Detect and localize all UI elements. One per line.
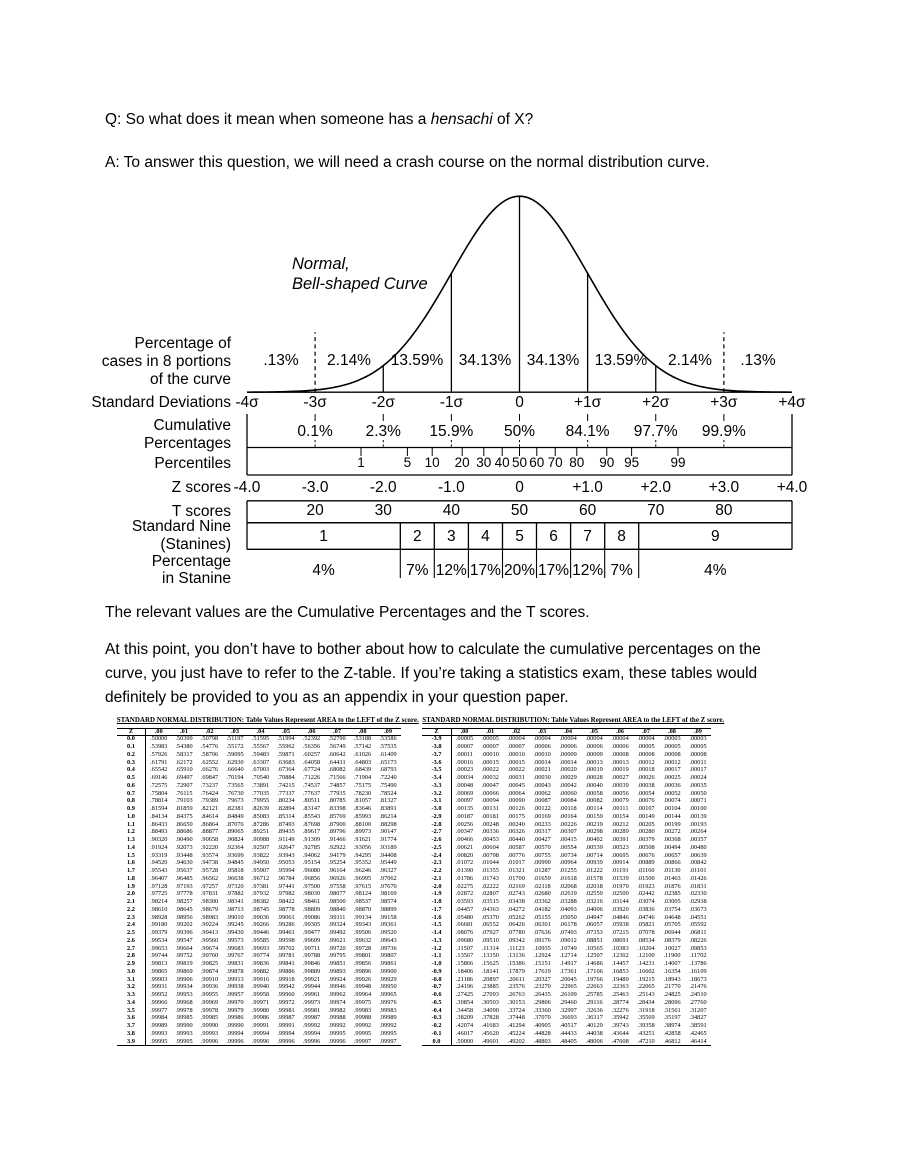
svg-text:-4σ: -4σ [235,394,259,411]
svg-text:7%: 7% [406,562,429,579]
svg-text:99.9%: 99.9% [702,423,746,440]
svg-text:Percentiles: Percentiles [154,455,231,472]
svg-text:Percentage of: Percentage of [134,335,231,352]
svg-text:in Stanine: in Stanine [162,570,231,587]
svg-text:4: 4 [481,528,490,545]
svg-text:9: 9 [711,528,720,545]
svg-text:8: 8 [617,528,626,545]
svg-text:Bell-shaped Curve: Bell-shaped Curve [292,275,428,293]
svg-text:20: 20 [455,455,470,470]
svg-text:Cumulative: Cumulative [153,417,231,434]
svg-text:20: 20 [306,502,324,519]
svg-text:.13%: .13% [263,352,299,369]
svg-text:-4.0: -4.0 [234,479,261,496]
svg-text:90: 90 [599,455,614,470]
svg-text:10: 10 [425,455,440,470]
svg-text:20%: 20% [504,562,535,579]
svg-text:Normal,: Normal, [292,255,350,273]
svg-text:-2σ: -2σ [372,394,396,411]
svg-text:13.59%: 13.59% [595,352,648,369]
svg-text:34.13%: 34.13% [459,352,512,369]
svg-text:+1.0: +1.0 [572,479,603,496]
svg-text:0: 0 [515,394,524,411]
svg-text:Standard Nine: Standard Nine [132,518,231,535]
svg-text:2.14%: 2.14% [668,352,712,369]
svg-text:-2.0: -2.0 [370,479,397,496]
svg-text:5: 5 [404,455,412,470]
svg-text:+1σ: +1σ [574,394,602,411]
svg-text:cases in 8 portions: cases in 8 portions [102,353,231,370]
svg-text:-1.0: -1.0 [438,479,465,496]
svg-text:6: 6 [549,528,558,545]
svg-text:12%: 12% [436,562,467,579]
svg-text:13.59%: 13.59% [391,352,444,369]
svg-text:.13%: .13% [740,352,776,369]
svg-text:80: 80 [715,502,733,519]
svg-text:12%: 12% [572,562,603,579]
svg-text:80: 80 [569,455,584,470]
svg-text:50: 50 [511,502,529,519]
svg-text:+3.0: +3.0 [709,479,740,496]
svg-text:1: 1 [319,528,328,545]
svg-text:-3σ: -3σ [303,394,327,411]
svg-text:34.13%: 34.13% [527,352,580,369]
svg-text:97.7%: 97.7% [634,423,678,440]
svg-text:Percentages: Percentages [144,435,231,452]
svg-text:2.3%: 2.3% [366,423,402,440]
svg-text:3: 3 [447,528,456,545]
svg-text:+2.0: +2.0 [640,479,671,496]
svg-text:5: 5 [515,528,524,545]
svg-text:of the curve: of the curve [150,371,231,388]
svg-text:2.14%: 2.14% [327,352,371,369]
svg-text:-3.0: -3.0 [302,479,329,496]
svg-text:4%: 4% [312,562,335,579]
svg-text:50%: 50% [504,423,535,440]
svg-text:+2σ: +2σ [642,394,670,411]
svg-text:40: 40 [443,502,461,519]
svg-text:7: 7 [583,528,592,545]
svg-text:1: 1 [357,455,365,470]
svg-text:-1σ: -1σ [440,394,464,411]
svg-text:4%: 4% [704,562,727,579]
svg-text:(Stanines): (Stanines) [160,536,231,553]
svg-text:60: 60 [579,502,597,519]
svg-text:50: 50 [512,455,527,470]
svg-text:Percentage: Percentage [152,553,231,570]
svg-text:30: 30 [375,502,393,519]
svg-text:15.9%: 15.9% [429,423,473,440]
svg-text:95: 95 [624,455,639,470]
svg-text:70: 70 [647,502,665,519]
svg-text:Standard Deviations: Standard Deviations [91,394,231,411]
svg-text:2: 2 [413,528,422,545]
svg-text:Z scores: Z scores [172,479,232,496]
svg-text:30: 30 [476,455,491,470]
svg-text:17%: 17% [538,562,569,579]
svg-text:+4.0: +4.0 [777,479,808,496]
svg-text:99: 99 [670,455,685,470]
svg-text:84.1%: 84.1% [566,423,610,440]
svg-text:17%: 17% [470,562,501,579]
svg-text:0: 0 [515,479,524,496]
svg-text:40: 40 [495,455,510,470]
svg-text:0.1%: 0.1% [297,423,333,440]
svg-text:+3σ: +3σ [710,394,738,411]
svg-text:70: 70 [548,455,563,470]
svg-text:7%: 7% [610,562,633,579]
svg-text:+4σ: +4σ [778,394,806,411]
svg-text:60: 60 [529,455,544,470]
